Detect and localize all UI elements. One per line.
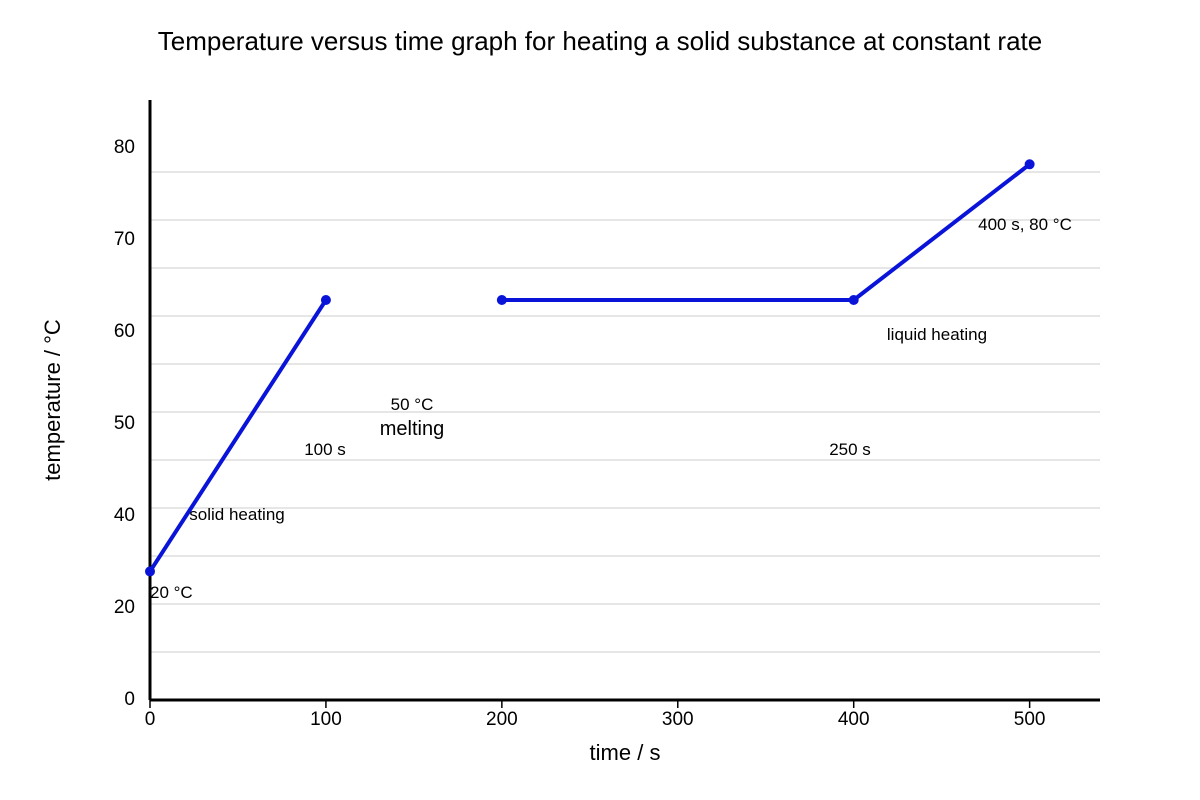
y-tick-label: 70	[114, 229, 135, 250]
data-point	[320, 295, 331, 305]
series-line	[501, 162, 1031, 302]
grid	[150, 171, 1100, 653]
x-tick-label: 500	[1014, 709, 1046, 730]
data-point	[1024, 159, 1035, 170]
annotation-label: 100 s	[304, 440, 346, 459]
data-point	[848, 295, 859, 305]
annotation-label: melting	[380, 418, 444, 440]
annotation-label: 250 s	[829, 440, 871, 459]
x-tick-label: 400	[838, 709, 870, 730]
annotation-label: 20 °C	[150, 583, 193, 602]
y-tick-label: 60	[114, 321, 135, 342]
annotation-label: liquid heating	[887, 325, 987, 344]
annotation-label: 50 °C	[391, 395, 434, 414]
annotation-label: 400 s, 80 °C	[978, 215, 1072, 234]
y-tick-label: 0	[124, 689, 135, 710]
annotation-label: solid heating	[189, 505, 284, 524]
x-tick-labels: 0 100 200 300 400 500	[145, 700, 1046, 730]
y-tick-labels: 0 20 40 50 60 70 80	[114, 137, 135, 710]
series-line	[148, 298, 328, 573]
x-tick-label: 0	[145, 709, 156, 730]
y-tick-label: 80	[114, 137, 135, 158]
y-tick-label: 40	[114, 505, 135, 526]
data-point	[145, 566, 155, 577]
data-markers	[145, 159, 1035, 577]
y-axis-label: temperature / °C	[40, 319, 65, 481]
annotations: 20 °C solid heating 100 s 50 °C melting 250 s…	[150, 215, 1072, 602]
x-tick-label: 300	[662, 709, 694, 730]
y-tick-label: 20	[114, 597, 135, 618]
chart-title: Temperature versus time graph for heatin…	[158, 26, 1042, 56]
x-tick-label: 200	[486, 709, 518, 730]
x-tick-label: 100	[310, 709, 342, 730]
x-axis-label: time / s	[590, 740, 661, 765]
data-point	[496, 295, 507, 305]
y-tick-label: 50	[114, 413, 135, 434]
